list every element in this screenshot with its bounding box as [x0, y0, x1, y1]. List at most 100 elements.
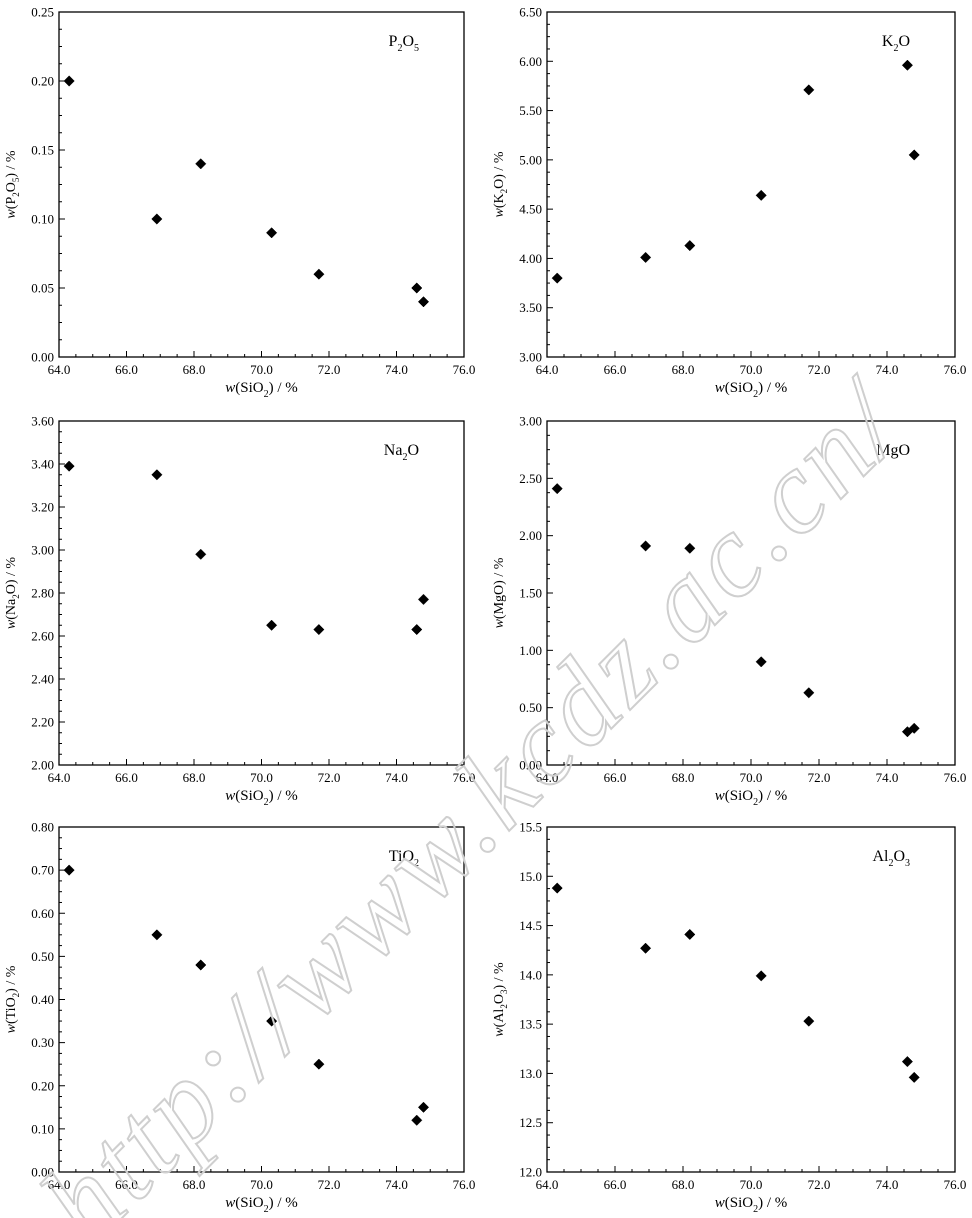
x-tick-label: 66.0: [115, 362, 138, 377]
y-tick-label: 2.00: [519, 528, 542, 543]
x-tick-label: 76.0: [453, 1177, 476, 1192]
data-point: [313, 623, 325, 636]
data-point: [908, 149, 920, 161]
x-tick-label: 66.0: [604, 770, 627, 785]
oxide-label-part-1: 2: [402, 452, 407, 463]
x-axis-label-italic: w: [225, 380, 235, 396]
panel-oxide-label: TiO2: [389, 848, 419, 869]
y-tick-label: 0.40: [31, 992, 54, 1007]
x-axis-label-part-0: (SiO: [235, 380, 264, 396]
y-axis-label-part-0: (Al: [492, 1009, 507, 1028]
y-axis-label-part-1: 2: [11, 192, 21, 197]
x-axis-label: w(SiO2) / %: [225, 1195, 298, 1215]
x-axis-label-part-2: ) / %: [269, 788, 298, 804]
y-tick-label: 12.5: [519, 1115, 542, 1130]
y-axis-label-part-4: ) / %: [492, 151, 507, 179]
y-tick-label: 0.10: [31, 212, 54, 227]
x-tick-label: 76.0: [453, 362, 476, 377]
y-tick-label: 3.00: [519, 350, 542, 365]
data-point: [551, 272, 563, 284]
x-axis-label: w(SiO2) / %: [225, 788, 298, 808]
data-point: [803, 84, 815, 96]
data-point: [151, 929, 163, 941]
y-axis-label-part-3: 3: [499, 989, 509, 994]
data-point: [195, 158, 207, 170]
x-axis-label-part-1: 2: [264, 1204, 269, 1215]
chart-panel-4: 64.0 66.0 68.0 70.0 72.0 74.0 76.0 0.00 0.50 1.00…: [492, 414, 966, 809]
plot-frame: [546, 826, 956, 1173]
y-tick-label: 15.0: [519, 869, 542, 884]
y-tick-label: 3.00: [519, 414, 542, 429]
x-tick-label: 68.0: [183, 1177, 206, 1192]
data-point: [313, 1058, 325, 1070]
chart-panel-3: 64.0 66.0 68.0 70.0 72.0 74.0 76.0 2.00 2.20 2.40…: [4, 414, 475, 809]
y-tick-label: 0.30: [31, 1035, 54, 1050]
y-tick-label: 2.20: [31, 715, 54, 730]
y-axis-label-part-4: ) / %: [492, 557, 507, 585]
y-tick-label: 1.00: [519, 643, 542, 658]
y-axis-label-italic: w: [492, 618, 507, 628]
x-tick-label: 76.0: [944, 1177, 967, 1192]
data-point: [63, 460, 75, 472]
y-tick-label: 0.00: [31, 1165, 54, 1180]
data-point: [640, 942, 652, 954]
data-point: [417, 593, 430, 606]
y-axis-label: w(P2O5) / %: [4, 150, 21, 218]
x-tick-label: 70.0: [740, 1177, 763, 1192]
data-point: [411, 623, 423, 636]
oxide-label-part-1: 2: [893, 43, 898, 54]
x-axis-label: w(SiO2) / %: [715, 1195, 788, 1215]
y-tick-label: 5.00: [519, 152, 542, 167]
data-point: [151, 213, 163, 225]
data-point: [195, 548, 207, 560]
x-tick-label: 74.0: [385, 362, 408, 377]
oxide-label-part-0: K: [882, 33, 894, 50]
data-point: [755, 656, 767, 668]
x-axis-label-italic: w: [225, 1195, 235, 1211]
y-tick-label: 13.0: [519, 1066, 542, 1081]
y-axis-label: w(MgO) / %: [492, 557, 507, 628]
y-axis-label-part-2: O: [4, 584, 19, 594]
y-axis-label-part-3: 5: [11, 177, 21, 182]
data-point: [266, 619, 278, 631]
data-point: [803, 1015, 815, 1027]
y-tick-label: 12.0: [519, 1165, 542, 1180]
y-axis-label: w(Na2O) / %: [4, 557, 21, 630]
panel-oxide-label: P2O5: [389, 33, 419, 54]
x-axis-label-part-1: 2: [753, 389, 758, 400]
x-tick-label: 72.0: [318, 1177, 341, 1192]
oxide-label-part-0: TiO: [389, 848, 414, 865]
x-tick-label: 72.0: [808, 362, 831, 377]
data-point: [901, 1056, 913, 1068]
y-tick-label: 2.80: [31, 586, 54, 601]
y-tick-label: 5.50: [519, 103, 542, 118]
x-tick-label: 68.0: [672, 1177, 695, 1192]
data-point: [151, 469, 163, 481]
x-axis-label: w(SiO2) / %: [225, 380, 298, 400]
data-point: [411, 1114, 423, 1126]
data-point: [195, 959, 207, 971]
x-tick-label: 64.0: [48, 770, 71, 785]
y-axis-label-part-2: O: [492, 994, 507, 1004]
x-tick-label: 66.0: [115, 1177, 138, 1192]
y-axis-label-part-0: (Na: [4, 598, 19, 620]
x-axis-label-part-0: (SiO: [725, 1195, 754, 1211]
y-tick-label: 3.00: [31, 543, 54, 558]
panel-oxide-label: MgO: [876, 442, 910, 459]
plot-frame: [58, 420, 465, 766]
x-axis-label-italic: w: [225, 788, 235, 804]
y-tick-label: 0.50: [519, 700, 542, 715]
x-tick-label: 76.0: [944, 362, 967, 377]
y-tick-label: 3.20: [31, 500, 54, 515]
data-point: [684, 928, 696, 940]
y-axis-label-italic: w: [4, 1023, 19, 1033]
oxide-label-part-2: O: [402, 33, 414, 50]
chart-panel-6: 64.0 66.0 68.0 70.0 72.0 74.0 76.0 12.0 12.5 13.0…: [492, 820, 966, 1216]
x-tick-label: 64.0: [48, 1177, 71, 1192]
x-axis-label: w(SiO2) / %: [715, 788, 788, 808]
y-axis-label-part-0: (TiO: [4, 997, 19, 1024]
oxide-label-part-0: P: [389, 33, 398, 50]
y-axis-label-italic: w: [492, 1027, 507, 1037]
y-axis-label-part-4: ) / %: [4, 965, 19, 993]
